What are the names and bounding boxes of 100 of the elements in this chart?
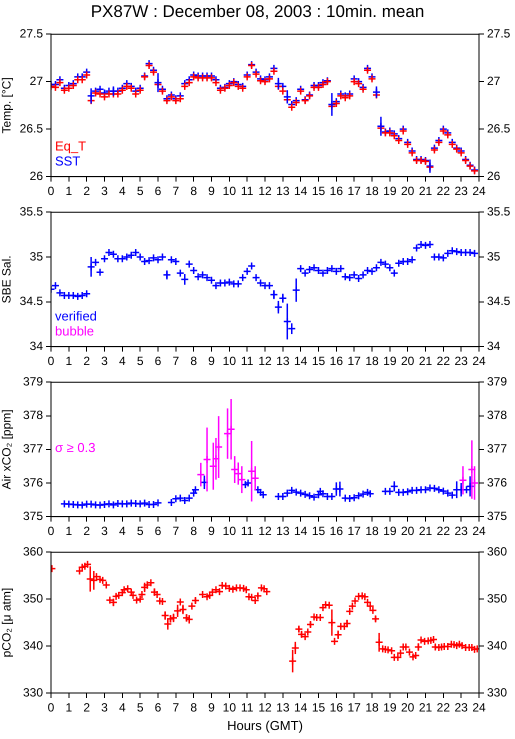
x-tick-label: 1 [65, 354, 72, 368]
y2-tick-label: 34 [487, 338, 501, 353]
x-tick-label: 21 [418, 524, 432, 538]
x-tick-label: 13 [276, 184, 290, 198]
x-tick-label: 9 [208, 524, 216, 538]
x-tick-label: 5 [136, 354, 144, 368]
x-tick-label: 9 [208, 700, 216, 715]
y-tick-label: 340 [22, 638, 44, 652]
x-tick-label: 5 [136, 700, 144, 715]
y2-tick-label: 26.5 [487, 121, 511, 136]
y-tick-label: 35 [30, 249, 44, 264]
x-tick-label: 22 [436, 700, 450, 715]
y2-tick-label: 330 [487, 685, 508, 700]
x-tick-label: 14 [294, 700, 308, 715]
x-tick-label: 24 [472, 184, 486, 198]
x-tick-label: 1 [65, 184, 72, 198]
x-tick-label: 7 [172, 524, 180, 538]
x-tick-label: 8 [190, 354, 198, 368]
x-tick-label: 15 [312, 524, 326, 538]
x-tick-label: 23 [454, 354, 468, 368]
x-tick-label: 22 [436, 354, 450, 368]
x-tick-label: 7 [172, 700, 180, 715]
x-tick-label: 23 [454, 184, 468, 198]
y-tick-label: 360 [22, 544, 44, 559]
x-tick-label: 13 [276, 700, 290, 715]
x-tick-label: 16 [330, 524, 344, 538]
x-tick-label: 10 [222, 354, 236, 368]
x-tick-label: 4 [118, 184, 126, 198]
x-tick-label: 3 [101, 524, 108, 538]
x-tick-label: 0 [48, 184, 55, 198]
y2-tick-label: 376 [487, 475, 508, 490]
x-tick-label: 1 [65, 524, 72, 538]
x-tick-label: 24 [472, 354, 486, 368]
y-tick-label: 376 [22, 475, 44, 490]
x-tick-label: 11 [240, 700, 254, 715]
x-tick-label: 12 [258, 184, 272, 198]
x-tick-label: 18 [365, 184, 379, 198]
y-axis-title: SBE Sal. [0, 255, 14, 304]
chart-title: PX87W : December 08, 2003 : 10min. mean [90, 1, 426, 23]
legend-label: bubble [55, 324, 94, 339]
x-tick-label: 24 [472, 524, 486, 538]
x-tick-label: 7 [172, 184, 180, 198]
x-tick-label: 21 [418, 700, 432, 715]
y-tick-label: 378 [22, 408, 44, 422]
y-tick-label: 27 [30, 74, 44, 88]
y2-tick-label: 377 [487, 442, 508, 456]
x-tick-label: 20 [400, 354, 415, 368]
x-tick-label: 16 [330, 354, 344, 368]
x-tick-label: 5 [136, 184, 144, 198]
x-tick-label: 0 [48, 700, 55, 715]
x-tick-label: 6 [154, 354, 162, 368]
y-tick-label: 330 [22, 685, 44, 700]
y2-tick-label: 378 [487, 408, 508, 422]
x-tick-label: 24 [472, 700, 486, 715]
text: SST [55, 154, 80, 169]
x-tick-label: 18 [365, 524, 379, 538]
x-tick-label: 8 [190, 184, 198, 198]
x-tick-label: 19 [383, 354, 397, 368]
x-tick-label: 8 [190, 700, 198, 715]
y-tick-label: 379 [22, 374, 44, 389]
x-tick-label: 4 [118, 700, 126, 715]
y-tick-label: 377 [22, 442, 44, 456]
x-tick-label: 6 [154, 184, 162, 198]
x-tick-label: 12 [258, 700, 272, 715]
x-tick-label: 6 [154, 524, 162, 538]
x-tick-label: 14 [294, 184, 308, 198]
x-tick-label: 10 [222, 700, 236, 715]
y2-tick-label: 26 [487, 168, 501, 183]
x-tick-label: 15 [312, 354, 326, 368]
x-tick-label: 0 [48, 524, 55, 538]
x-tick-label: 12 [258, 354, 272, 368]
x-tick-label: 20 [400, 700, 415, 715]
x-tick-label: 15 [312, 184, 326, 198]
x-tick-label: 21 [418, 184, 432, 198]
x-tick-label: 11 [240, 184, 254, 198]
x-tick-label: 5 [136, 524, 144, 538]
x-tick-label: 14 [294, 524, 308, 538]
x-tick-label: 23 [454, 524, 468, 538]
y-tick-label: 375 [22, 508, 44, 523]
x-tick-label: 3 [101, 184, 108, 198]
x-axis-title: Hours (GMT) [227, 718, 303, 733]
text: Eq_T [55, 138, 86, 154]
x-tick-label: 18 [365, 354, 379, 368]
y2-tick-label: 27.5 [487, 26, 511, 41]
x-tick-label: 8 [190, 524, 198, 538]
y-axis-title: pCO₂ [μ atm] [0, 588, 14, 658]
x-tick-label: 3 [101, 354, 108, 368]
x-tick-label: 14 [294, 354, 308, 368]
y-tick-label: 350 [22, 591, 44, 606]
x-tick-label: 2 [83, 524, 90, 538]
y-tick-label: 35.5 [20, 204, 44, 219]
x-tick-label: 3 [101, 700, 108, 715]
y2-tick-label: 27 [487, 74, 501, 88]
x-tick-label: 10 [222, 524, 236, 538]
y-tick-label: 26.5 [20, 121, 44, 136]
y2-tick-label: 379 [487, 374, 508, 389]
x-tick-label: 22 [436, 524, 450, 538]
y-axis-title: Temp. [°C] [0, 77, 14, 134]
x-tick-label: 2 [83, 184, 90, 198]
y-tick-label: 26 [30, 168, 44, 183]
